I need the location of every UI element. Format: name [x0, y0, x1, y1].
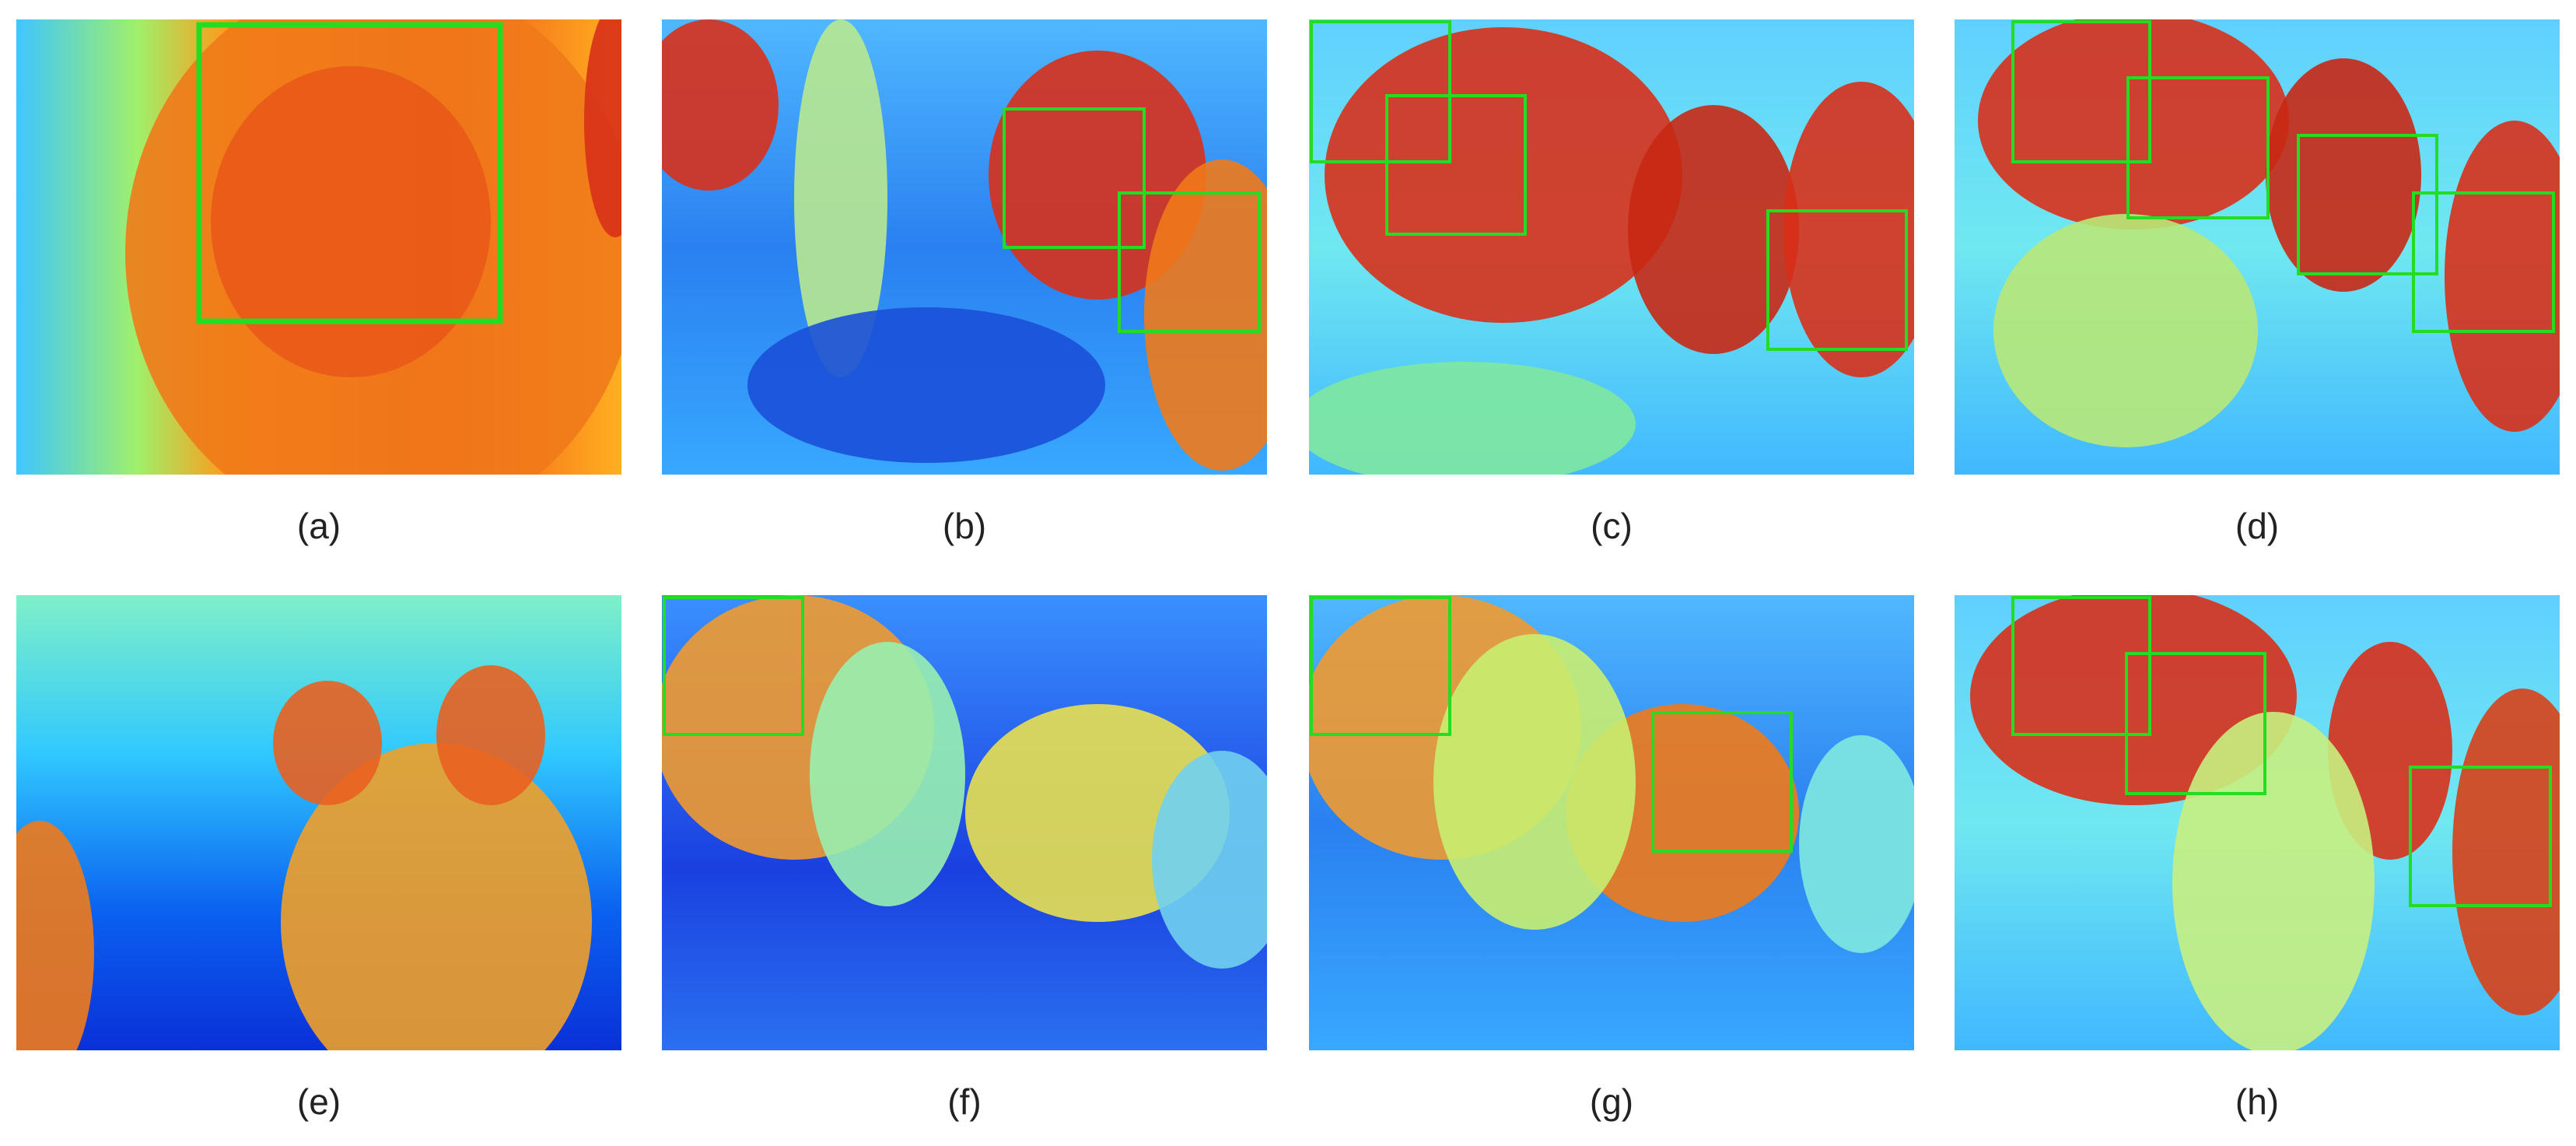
panel-label: (f)	[947, 1081, 981, 1122]
detection-box	[2011, 596, 2151, 736]
heat-region	[1993, 214, 2258, 447]
thermal-image	[662, 19, 1267, 475]
detection-box	[1310, 596, 1451, 736]
heat-region	[989, 51, 1206, 300]
panel	[662, 595, 1267, 1050]
detection-box	[1118, 191, 1261, 333]
detection-box	[2125, 652, 2266, 795]
detection-box	[2409, 766, 2552, 907]
panel	[1309, 19, 1914, 475]
heat-region	[273, 681, 382, 805]
panel-label: (d)	[2235, 506, 2279, 546]
panel	[1309, 595, 1914, 1050]
thermal-image	[1955, 19, 2560, 475]
heat-region	[2445, 121, 2560, 432]
panel-label: (b)	[943, 506, 986, 546]
detection-box	[2412, 191, 2555, 333]
heat-region	[16, 821, 94, 1050]
heat-region	[1978, 19, 2289, 230]
thermal-image	[16, 19, 621, 475]
heat-region	[747, 307, 1105, 463]
heat-region	[281, 743, 592, 1050]
detection-box	[1766, 209, 1908, 351]
detection-box	[1003, 107, 1146, 249]
heat-region	[436, 665, 545, 805]
detection-box	[196, 22, 503, 324]
panel	[16, 595, 621, 1050]
detection-box	[1385, 94, 1527, 236]
heat-region	[794, 19, 887, 377]
heat-region	[1783, 82, 1914, 377]
heat-region	[1144, 159, 1267, 471]
heat-region	[1309, 362, 1636, 475]
heat-region	[1325, 27, 1682, 323]
detection-box	[1310, 20, 1451, 163]
heat-region	[1433, 634, 1636, 930]
thermal-image	[16, 595, 621, 1050]
thermal-image	[662, 595, 1267, 1050]
heat-region	[2266, 58, 2421, 292]
heat-region	[584, 19, 621, 237]
detection-box	[2126, 76, 2270, 219]
heat-region	[1799, 735, 1914, 953]
heat-region	[211, 66, 491, 377]
detection-box	[663, 596, 804, 736]
detection-box	[2297, 134, 2438, 275]
thermal-image	[1955, 595, 2560, 1050]
panel	[1955, 19, 2560, 475]
panel-label: (g)	[1590, 1081, 1633, 1122]
heat-region	[2172, 712, 2375, 1050]
heat-region	[1628, 105, 1799, 354]
panel	[662, 19, 1267, 475]
heat-region	[1152, 751, 1267, 969]
panel-label: (h)	[2235, 1081, 2279, 1122]
detection-box	[2011, 20, 2151, 163]
panel-label: (e)	[297, 1081, 341, 1122]
heat-region	[2452, 689, 2560, 1015]
panel	[1955, 595, 2560, 1050]
heat-region	[810, 642, 965, 906]
detection-box	[1651, 711, 1793, 853]
panel	[16, 19, 621, 475]
thermal-image	[1309, 595, 1914, 1050]
heat-region	[662, 19, 779, 191]
thermal-image	[1309, 19, 1914, 475]
panel-label: (c)	[1591, 506, 1633, 546]
panel-label: (a)	[297, 506, 341, 546]
